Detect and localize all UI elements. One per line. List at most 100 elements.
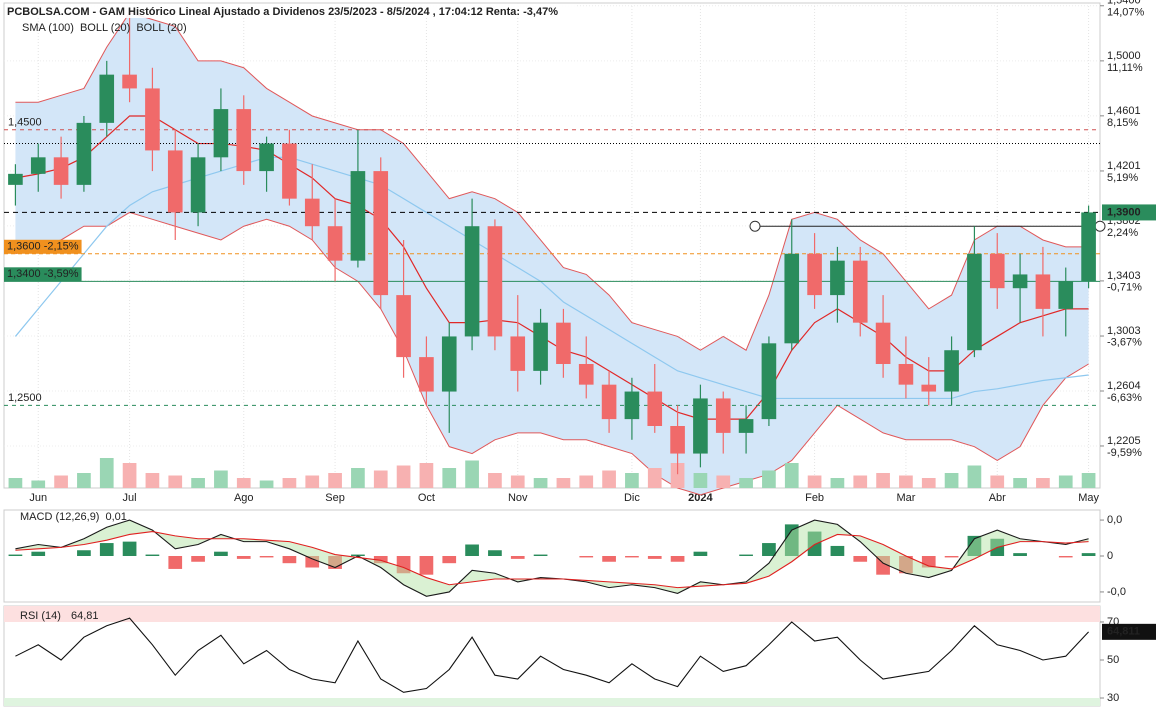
x-tick-label: Dic — [624, 492, 640, 504]
macd-signal-area — [15, 520, 1089, 597]
volume-bar — [807, 475, 822, 488]
candle-body — [944, 350, 959, 392]
candle-body — [99, 74, 115, 123]
x-tick-label: Mar — [896, 492, 915, 504]
histogram-bar — [488, 550, 502, 556]
legend-entry: BOLL (20) — [80, 22, 130, 34]
y-tick-label: 1,2604 — [1107, 380, 1141, 392]
candle-body — [1035, 274, 1051, 309]
volume-bar — [373, 470, 388, 488]
candle-body — [1058, 281, 1074, 309]
volume-bar — [693, 473, 708, 488]
volume-bar — [556, 478, 571, 488]
title-bg — [5, 4, 575, 18]
candle-body — [921, 384, 937, 392]
macd-panel — [3, 509, 1101, 603]
last-price-label: 1,3900 — [1107, 206, 1141, 218]
candle-body — [236, 109, 252, 172]
volume-bar — [328, 473, 342, 488]
trendline-handle — [749, 220, 761, 232]
x-tick-label: Oct — [418, 492, 435, 504]
candle-body — [487, 226, 503, 337]
histogram-bar — [99, 543, 114, 556]
y-tick-label: 0,0 — [1107, 514, 1122, 526]
volume-bar — [533, 478, 548, 488]
histogram-bar — [373, 556, 388, 564]
histogram-bar — [305, 556, 320, 568]
candle-body — [761, 343, 777, 420]
oversold-zone — [4, 698, 1100, 706]
candle-body — [441, 336, 457, 392]
overbought-zone — [4, 606, 1100, 622]
x-tick-label: Sep — [325, 492, 345, 504]
volume-bar — [967, 465, 982, 488]
bollinger-band — [15, 12, 1089, 495]
volume-bar — [625, 473, 639, 488]
panel-title: RSI (14) — [20, 610, 61, 622]
volume-bar — [990, 475, 1005, 488]
histogram-bar — [1081, 553, 1096, 556]
volume-bar — [214, 470, 228, 488]
candle-body — [327, 226, 343, 261]
candle-body — [967, 253, 982, 351]
volume-bar — [602, 470, 616, 488]
candle-body — [556, 322, 571, 364]
volume-bar — [1036, 478, 1050, 488]
histogram-bar — [191, 556, 205, 562]
level-label: 1,3400 -3,59% — [7, 268, 79, 280]
candle-body — [875, 322, 891, 364]
histogram-bar — [762, 543, 776, 556]
histogram-bar — [693, 551, 708, 556]
histogram-bar — [122, 541, 137, 556]
volume-bar — [647, 468, 662, 488]
histogram-bar — [465, 544, 479, 556]
histogram-bar — [145, 554, 160, 556]
histogram-bar — [739, 554, 753, 556]
candle-body — [693, 398, 708, 454]
candle-body — [578, 363, 594, 385]
y2-tick-label: -9,59% — [1107, 447, 1142, 459]
volume-bar — [236, 478, 251, 488]
histogram-bar — [944, 556, 959, 558]
level-label: 1,4500 — [8, 117, 42, 129]
candle-body — [373, 171, 389, 296]
histogram-bar — [442, 556, 457, 564]
volume-bar — [99, 458, 114, 488]
y-tick-label: 1,5400 — [1107, 0, 1141, 7]
x-tick-label: Jun — [29, 492, 47, 504]
panel-value: 0,01 — [105, 511, 126, 523]
volume-bar — [305, 475, 320, 488]
volume-bar — [31, 480, 46, 488]
volume-bar — [579, 475, 594, 488]
chart-title: PCBOLSA.COM - GAM Histórico Lineal Ajust… — [7, 6, 558, 18]
histogram-bar — [1058, 556, 1073, 558]
layers: Jun Jul Ago Sep Oct Nov Dic 2024 Feb Mar Abr May 1,5… — [4, 0, 1156, 706]
panel-value: 64,81 — [71, 610, 99, 622]
panel-title: MACD (12,26,9) — [20, 511, 99, 523]
candle-body — [350, 171, 366, 261]
histogram-bar — [236, 556, 251, 559]
x-tick-label: Ago — [234, 492, 254, 504]
y2-tick-label: -0,71% — [1107, 282, 1142, 294]
histogram-bar — [533, 554, 548, 556]
histogram-bar — [8, 554, 23, 556]
trendline-handle — [1094, 220, 1106, 232]
y-tick-label: 0 — [1107, 550, 1113, 562]
volume-bar — [716, 475, 731, 488]
y2-tick-label: 5,19% — [1107, 172, 1138, 184]
level-label-box — [4, 267, 82, 282]
candle-body — [53, 157, 69, 185]
histogram-bar — [625, 556, 639, 558]
histogram-bar — [647, 556, 662, 559]
y2-tick-label: 14,07% — [1107, 7, 1145, 19]
volume-bar — [259, 480, 274, 488]
volume-bar — [784, 463, 799, 488]
volume-bar — [739, 478, 753, 488]
y2-tick-label: 8,15% — [1107, 117, 1138, 129]
legend-entry: BOLL (20) — [136, 22, 186, 34]
y-tick-label: 1,3003 — [1107, 325, 1141, 337]
candle-body — [122, 74, 137, 89]
candle-body — [282, 143, 297, 199]
volume-bar — [191, 478, 205, 488]
